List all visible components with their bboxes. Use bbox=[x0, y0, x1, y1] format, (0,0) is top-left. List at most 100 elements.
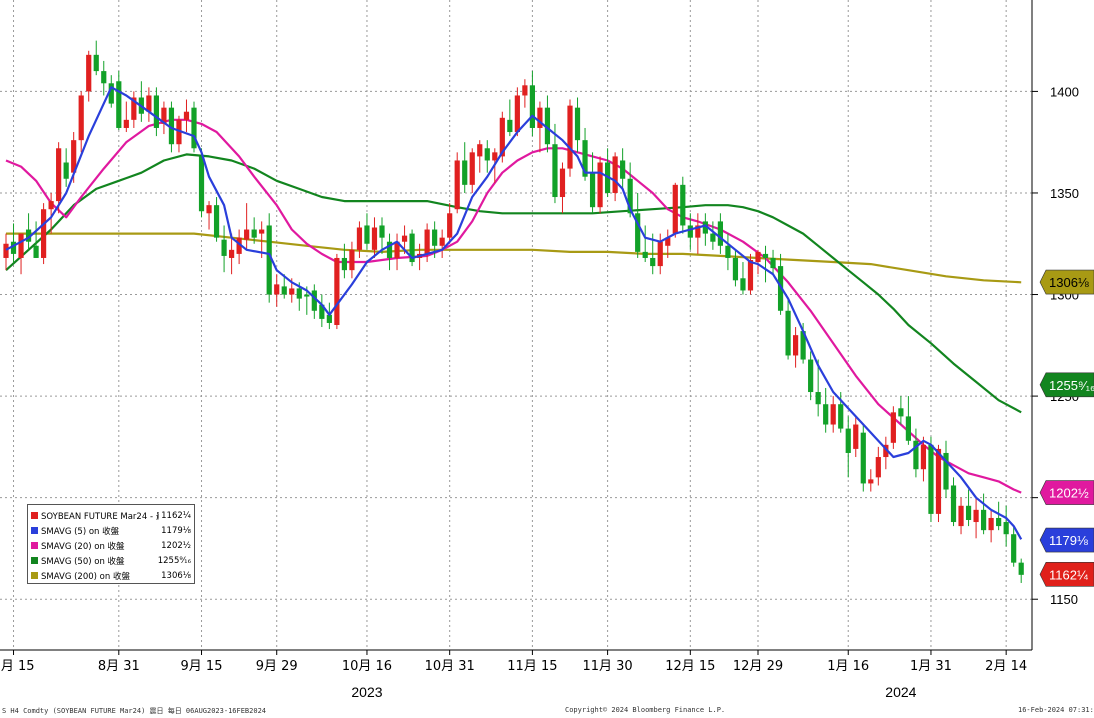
candle-body bbox=[544, 107, 551, 145]
candle-body bbox=[439, 237, 445, 246]
candle-body bbox=[33, 245, 39, 258]
candle-body bbox=[815, 392, 821, 405]
candle-body bbox=[823, 404, 829, 425]
smavg-50-layer bbox=[5, 153, 1022, 414]
x-tick-label: 10月 31 bbox=[425, 659, 475, 674]
candle-body bbox=[514, 95, 520, 133]
candle-body bbox=[552, 144, 558, 198]
candle-body bbox=[883, 444, 889, 458]
legend-label: SMAVG (50) on 收盤 bbox=[41, 556, 125, 567]
candle-body bbox=[101, 71, 107, 84]
candle-body bbox=[484, 148, 490, 161]
smavg-50-line bbox=[5, 153, 1022, 414]
value-tag-box bbox=[1039, 372, 1094, 398]
candle-body bbox=[153, 95, 159, 128]
candle-body bbox=[950, 485, 957, 523]
candle-body bbox=[469, 152, 475, 185]
candle-body bbox=[63, 162, 69, 179]
candle-body bbox=[41, 209, 47, 258]
candle-body bbox=[251, 229, 257, 238]
candle-body bbox=[409, 233, 415, 263]
candle-body bbox=[680, 184, 686, 226]
candle-body bbox=[274, 284, 280, 295]
candle-body bbox=[559, 168, 566, 198]
value-tag: 1306⅛ bbox=[1039, 269, 1094, 295]
candle-body bbox=[108, 83, 114, 104]
candle-body bbox=[266, 225, 272, 295]
candle-body bbox=[996, 517, 1002, 527]
candle-body bbox=[78, 95, 84, 141]
candle-body bbox=[198, 156, 205, 212]
candle-body bbox=[793, 335, 799, 356]
candle-body bbox=[635, 213, 641, 252]
candle-body bbox=[236, 237, 242, 254]
candle-body bbox=[725, 245, 731, 258]
value-tag-box bbox=[1039, 480, 1094, 505]
candle-body bbox=[657, 241, 663, 267]
candle-body bbox=[665, 237, 671, 246]
value-tag-label: 1306⅛ bbox=[1049, 275, 1089, 290]
candle-body bbox=[529, 85, 535, 128]
candle-body bbox=[928, 444, 934, 514]
candle-body bbox=[364, 225, 370, 244]
candle-body bbox=[492, 152, 498, 161]
legend-row-smavg-5: SMAVG (5) on 收盤 1179⅛ bbox=[31, 523, 191, 538]
candle-body bbox=[747, 260, 754, 291]
x-tick-label: 8月 15 bbox=[0, 659, 34, 674]
candle-body bbox=[311, 290, 317, 311]
candle-body bbox=[935, 448, 942, 514]
legend-swatch-price bbox=[31, 512, 38, 519]
candle-body bbox=[853, 424, 859, 449]
x-tick-label: 12月 15 bbox=[665, 659, 715, 674]
value-tag: 1179⅛ bbox=[1039, 527, 1094, 553]
value-tag-box bbox=[1039, 527, 1094, 553]
candle-body bbox=[762, 253, 769, 258]
candle-body bbox=[943, 452, 949, 490]
candle-body bbox=[890, 412, 896, 443]
legend-row-smavg-200: SMAVG (200) on 收盤 1306⅛ bbox=[31, 568, 191, 583]
legend-value: 1306⅛ bbox=[161, 570, 191, 581]
candle-body bbox=[499, 117, 505, 157]
x-tick-label: 11月 30 bbox=[582, 659, 632, 674]
smavg-5-layer bbox=[5, 86, 1023, 540]
candle-body bbox=[808, 359, 814, 393]
legend-swatch-smavg-200 bbox=[31, 572, 38, 579]
legend-value: 1179⅛ bbox=[161, 525, 191, 536]
value-tag: 1202½ bbox=[1039, 480, 1094, 505]
candle-body bbox=[191, 107, 197, 149]
candle-body bbox=[988, 517, 994, 531]
value-tag-label: 1162¼ bbox=[1049, 567, 1088, 582]
candle-body bbox=[386, 241, 393, 258]
legend-row-price: SOYBEAN FUTURE Mar24 - 最新價 1162¼ bbox=[31, 508, 191, 523]
candle-body bbox=[356, 227, 363, 250]
candle-body bbox=[695, 225, 701, 238]
candle-body bbox=[319, 304, 325, 319]
candle-body bbox=[1011, 534, 1017, 563]
candle-body bbox=[56, 148, 62, 202]
candle-body bbox=[642, 251, 648, 258]
candle-body bbox=[800, 331, 806, 360]
candle-body bbox=[394, 241, 400, 258]
candlestick-layer bbox=[3, 40, 1024, 583]
legend-label: SOYBEAN FUTURE Mar24 - 最新價 bbox=[41, 511, 159, 522]
value-tag-label: 1202½ bbox=[1049, 486, 1089, 501]
x-tick-label: 1月 31 bbox=[910, 659, 952, 674]
candle-body bbox=[244, 229, 250, 240]
year-label: 2024 bbox=[885, 684, 916, 700]
x-tick-label: 10月 16 bbox=[342, 659, 392, 674]
y-tick-label: 1150 bbox=[1050, 592, 1078, 607]
candle-body bbox=[620, 160, 626, 179]
candle-body bbox=[168, 107, 175, 145]
legend-label: SMAVG (200) on 收盤 bbox=[41, 571, 130, 582]
x-tick-label: 1月 16 bbox=[827, 659, 869, 674]
candle-body bbox=[702, 221, 708, 234]
candle-body bbox=[868, 479, 874, 484]
candle-body bbox=[213, 205, 220, 238]
candle-body bbox=[334, 257, 340, 325]
candle-body bbox=[10, 241, 17, 254]
candle-body bbox=[898, 408, 904, 417]
candle-body bbox=[477, 144, 483, 157]
candle-body bbox=[612, 156, 618, 193]
